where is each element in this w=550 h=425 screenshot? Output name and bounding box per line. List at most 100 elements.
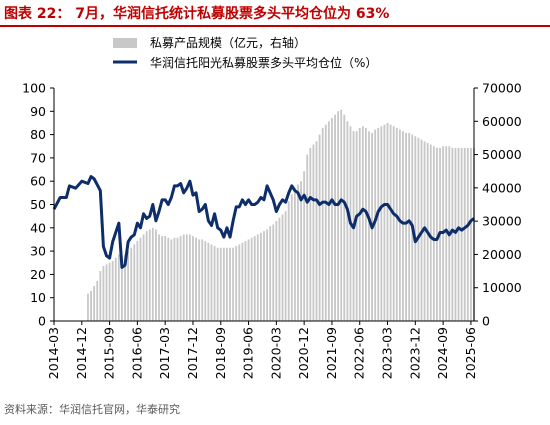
right-tick-label: 0 xyxy=(482,314,490,329)
left-tick-label: 60 xyxy=(30,174,46,189)
bar xyxy=(216,247,219,321)
legend: 私募产品规模（亿元，右轴） 华润信托阳光私募股票多头平均仓位（%） xyxy=(113,35,377,70)
bar xyxy=(139,237,142,321)
x-tick-label: 2025-06 xyxy=(463,327,478,379)
position-line xyxy=(52,175,475,269)
bar xyxy=(127,251,130,321)
left-tick-label: 70 xyxy=(30,150,46,165)
bar xyxy=(358,127,361,321)
bar xyxy=(96,281,99,321)
left-tick-label: 10 xyxy=(30,290,46,305)
bar xyxy=(114,257,117,321)
bar xyxy=(469,147,472,321)
bar xyxy=(195,237,197,321)
bar xyxy=(429,144,432,321)
bar xyxy=(124,254,126,321)
left-tick-label: 30 xyxy=(30,244,46,259)
bar xyxy=(182,234,185,321)
bar xyxy=(445,146,448,321)
bar xyxy=(284,211,287,321)
bar xyxy=(87,293,89,321)
x-tick-label: 2016-06 xyxy=(129,327,144,379)
bar xyxy=(463,147,466,321)
x-tick-label: 2022-06 xyxy=(352,327,367,379)
bar xyxy=(377,127,380,321)
left-tick-label: 80 xyxy=(30,127,46,142)
x-tick-label: 2023-12 xyxy=(407,327,422,379)
right-tick-label: 50000 xyxy=(482,147,522,162)
bar xyxy=(219,247,222,321)
bar xyxy=(229,247,231,321)
bar xyxy=(315,141,318,321)
bar xyxy=(383,124,386,321)
bar xyxy=(361,126,364,321)
bar xyxy=(392,126,395,321)
bar xyxy=(185,234,188,321)
bar xyxy=(121,256,123,321)
bar xyxy=(287,201,290,321)
axes: 0 10 20 30 40 50 60 70 80 90 100 0 10000 20000 30000 40… xyxy=(22,81,522,380)
bar xyxy=(93,286,96,321)
bar xyxy=(154,229,157,321)
x-tick-label: 2014-03 xyxy=(46,327,61,379)
bar xyxy=(207,242,210,321)
legend-swatch-bar xyxy=(113,38,137,48)
bar xyxy=(176,237,179,321)
bar xyxy=(402,131,404,321)
bar xyxy=(451,147,454,321)
bar xyxy=(130,247,133,321)
bar xyxy=(151,227,154,321)
left-tick-label: 0 xyxy=(38,314,46,329)
bar xyxy=(232,247,235,321)
bar xyxy=(275,221,278,321)
bar xyxy=(272,224,275,321)
left-tick-label: 100 xyxy=(22,81,46,96)
bar xyxy=(414,136,417,321)
bar xyxy=(108,262,111,321)
bar xyxy=(90,291,92,321)
bar xyxy=(256,234,259,321)
bar xyxy=(253,236,256,321)
bar xyxy=(241,242,244,321)
bar xyxy=(198,239,201,321)
bar xyxy=(158,234,160,321)
bar xyxy=(334,114,336,321)
bar xyxy=(293,187,296,321)
bar xyxy=(423,141,426,321)
bar xyxy=(235,246,238,321)
bar xyxy=(386,122,389,321)
bar xyxy=(117,254,120,321)
bar xyxy=(454,147,457,321)
bar xyxy=(389,124,392,321)
bar xyxy=(213,246,216,321)
bar xyxy=(340,109,343,321)
right-tick-label: 60000 xyxy=(482,114,522,129)
left-tick-label: 20 xyxy=(30,267,46,282)
bar xyxy=(222,247,225,321)
right-tick-label: 10000 xyxy=(482,280,522,295)
bar xyxy=(266,229,269,321)
left-tick-label: 40 xyxy=(30,220,46,235)
bar xyxy=(278,217,281,321)
x-tick-label: 2020-12 xyxy=(296,327,311,379)
right-tick-label: 40000 xyxy=(482,180,522,195)
bar xyxy=(405,132,407,321)
bar xyxy=(337,111,340,321)
bar xyxy=(346,121,349,321)
bar xyxy=(380,126,383,321)
bar xyxy=(142,234,145,321)
x-tick-label: 2024-09 xyxy=(435,327,450,379)
bar xyxy=(457,147,460,321)
bar xyxy=(303,171,306,321)
legend-label-bar: 私募产品规模（亿元，右轴） xyxy=(150,35,306,50)
bar xyxy=(210,244,213,321)
bar xyxy=(331,117,333,322)
bar xyxy=(436,147,438,321)
bar xyxy=(309,147,312,321)
bar xyxy=(247,239,250,321)
bar xyxy=(343,114,346,321)
title-divider xyxy=(0,25,550,27)
legend-label-line: 华润信托阳光私募股票多头平均仓位（%） xyxy=(150,55,377,70)
bar xyxy=(432,146,435,321)
